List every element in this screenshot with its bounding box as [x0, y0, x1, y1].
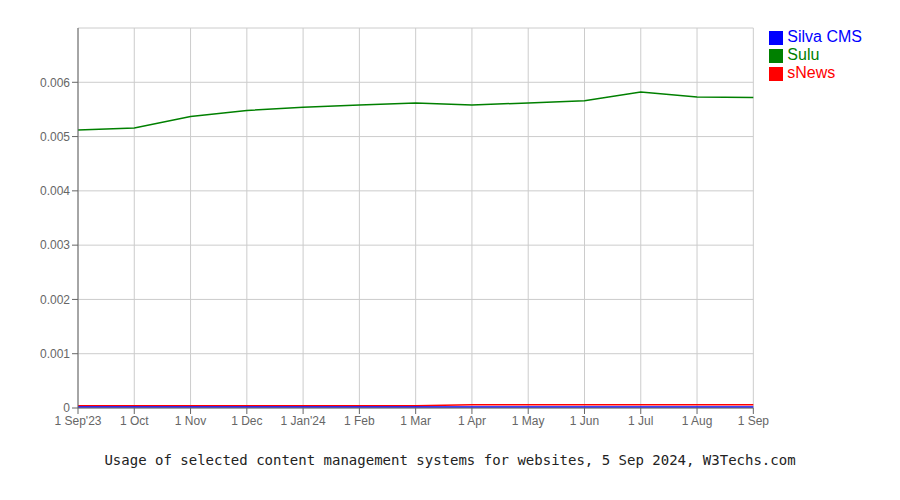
- svg-text:1 May: 1 May: [512, 414, 545, 428]
- svg-text:0.005: 0.005: [40, 130, 70, 144]
- svg-text:1 Feb: 1 Feb: [344, 414, 375, 428]
- svg-text:1 Dec: 1 Dec: [231, 414, 262, 428]
- svg-text:1 Jul: 1 Jul: [628, 414, 653, 428]
- svg-text:1 Sep: 1 Sep: [738, 414, 770, 428]
- svg-text:1 Nov: 1 Nov: [175, 414, 206, 428]
- html-text:sNews: sNews: [787, 64, 836, 81]
- svg-text:1 Oct: 1 Oct: [120, 414, 149, 428]
- svg-text:1 Jan'24: 1 Jan'24: [281, 414, 326, 428]
- svg-text:0.006: 0.006: [40, 76, 70, 90]
- svg-text:1 Aug: 1 Aug: [682, 414, 713, 428]
- svg-text:1 Mar: 1 Mar: [400, 414, 431, 428]
- svg-text:0.003: 0.003: [40, 238, 70, 252]
- svg-text:0.002: 0.002: [40, 293, 70, 307]
- svg-text:1 Apr: 1 Apr: [458, 414, 486, 428]
- svg-text:0.004: 0.004: [40, 184, 70, 198]
- html-text:Sulu: Sulu: [787, 46, 820, 63]
- html-text:Usage of selected content mana: Usage of selected content management sys…: [104, 452, 796, 468]
- svg-text:0.001: 0.001: [40, 347, 70, 361]
- html-text:Silva CMS: Silva CMS: [787, 28, 862, 45]
- svg-text:1 Jun: 1 Jun: [570, 414, 599, 428]
- svg-text:0: 0: [63, 401, 70, 415]
- svg-text:1 Sep'23: 1 Sep'23: [55, 414, 102, 428]
